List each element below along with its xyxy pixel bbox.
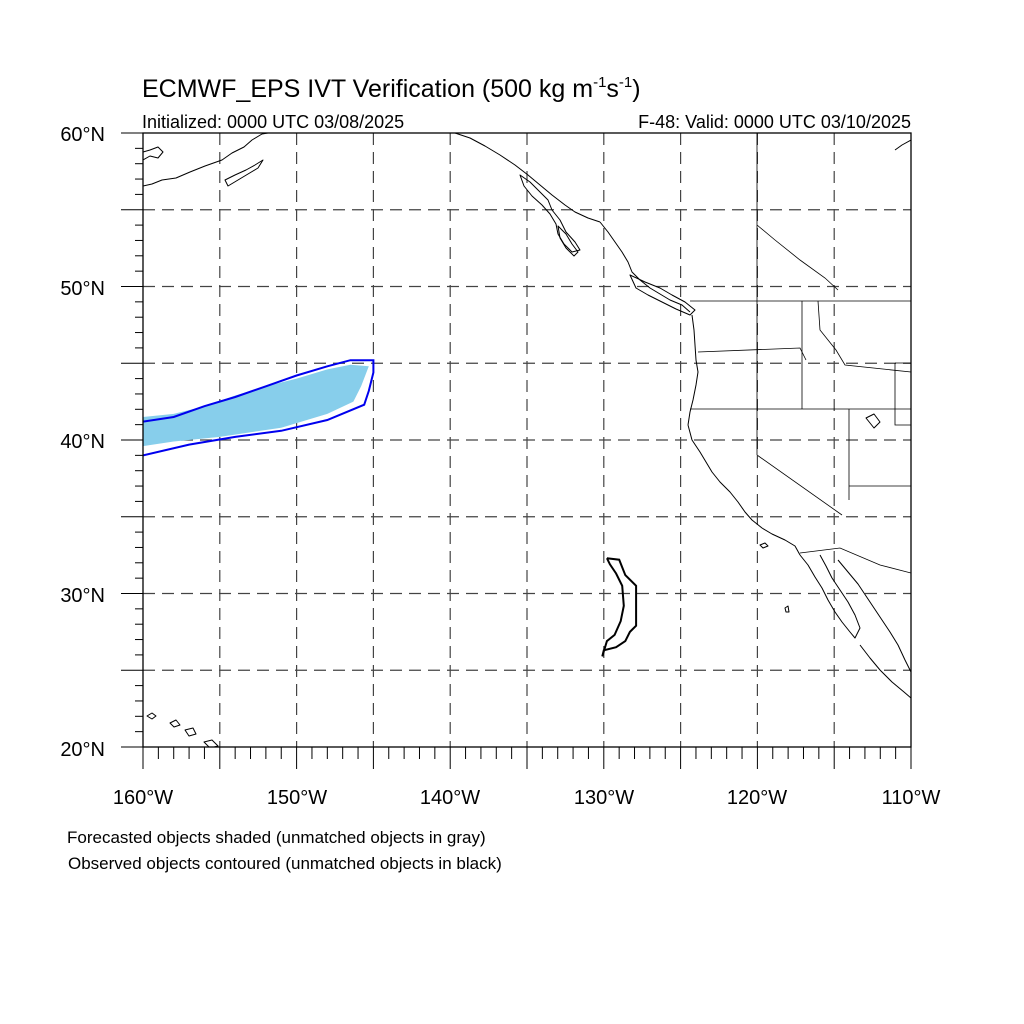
observed-contour-unmatched (601, 557, 638, 657)
ca-nv-border (756, 133, 843, 516)
us-mexico-border (799, 547, 911, 574)
gulf-of-alaska-coast (454, 133, 601, 223)
gridlines (143, 133, 911, 747)
mexico-southern-coast (859, 644, 911, 699)
haida-gwaii (557, 225, 579, 257)
guadalupe-island (784, 605, 790, 613)
initialized-label: Initialized: 0000 UTC 03/08/2025 (142, 112, 404, 132)
hawaii-big-island (203, 739, 219, 747)
forecast-object-matched (143, 364, 369, 447)
lon-label-110w: 110°W (882, 787, 941, 809)
wy-border (894, 362, 911, 426)
wa-or-border (697, 347, 807, 361)
ivt-objects (143, 359, 638, 657)
alaska-peninsula (143, 133, 269, 187)
forecast-note: Forecasted objects shaded (unmatched obj… (67, 828, 486, 847)
lat-label-40n: 40°N (60, 431, 105, 453)
lon-label-160w: 160°W (113, 787, 173, 809)
great-salt-lake (865, 413, 881, 429)
observed-note: Observed objects contoured (unmatched ob… (68, 854, 502, 873)
bc-coast-north (894, 139, 911, 151)
lon-label-120w: 120°W (727, 787, 787, 809)
lon-label-140w: 140°W (420, 787, 480, 809)
california-coast (687, 424, 801, 556)
lat-label-50n: 50°N (60, 278, 105, 300)
lat-label-30n: 30°N (60, 585, 105, 607)
lat-label-20n: 20°N (60, 739, 105, 761)
hawaii-maui (184, 727, 197, 737)
observed-contour-matched (143, 359, 375, 457)
lon-label-150w: 150°W (267, 787, 327, 809)
valid-label: F-48: Valid: 0000 UTC 03/10/2025 (638, 112, 911, 132)
vancouver-island (629, 274, 696, 316)
map-title: ECMWF_EPS IVT Verification (500 kg m-1s-… (142, 74, 641, 103)
washington-oregon-coast (687, 314, 699, 426)
canada-interior-coast (756, 224, 839, 291)
mexico-mainland-coast (837, 559, 911, 673)
hawaii-oahu (169, 719, 181, 728)
axis-ticks (121, 132, 912, 769)
hawaii-kauai (146, 712, 157, 720)
idaho-montana-border (817, 300, 911, 373)
alaska-coast-west (143, 146, 164, 161)
kodiak-island (224, 159, 264, 187)
baja-california (799, 554, 861, 639)
lat-label-60n: 60°N (60, 124, 105, 146)
alaska-panhandle-islands (519, 174, 581, 253)
bc-coast (599, 221, 691, 313)
lon-label-130w: 130°W (574, 787, 634, 809)
channel-islands (759, 542, 769, 549)
coastlines (143, 133, 911, 747)
